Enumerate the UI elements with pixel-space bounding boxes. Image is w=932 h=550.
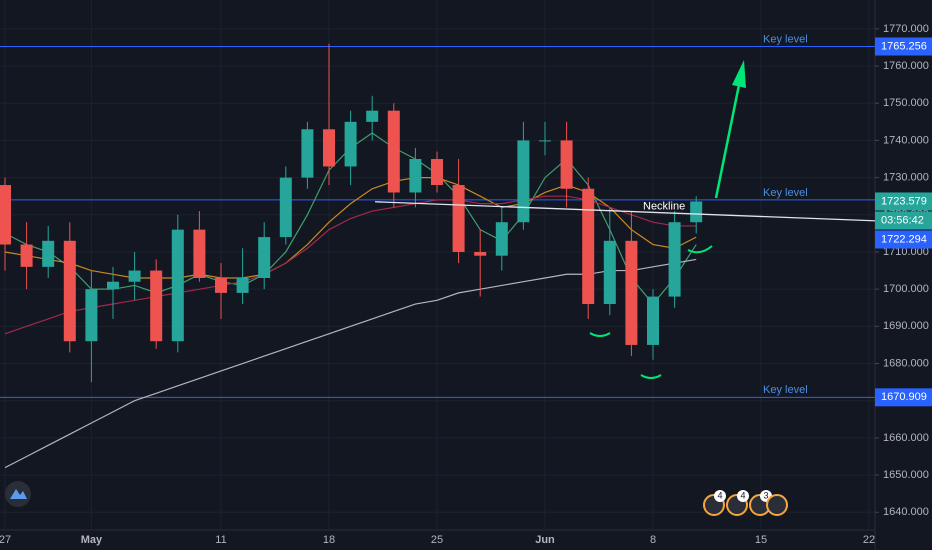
candle-body	[474, 251, 487, 256]
key-level-label: Key level	[763, 33, 808, 45]
candle-body	[85, 289, 98, 342]
y-tick-label: 1730.000	[883, 172, 929, 184]
y-tick-label: 1690.000	[883, 320, 929, 332]
candle-body	[301, 129, 314, 178]
x-tick-label: 15	[755, 534, 767, 546]
price-label-box	[875, 230, 932, 249]
candle-body	[495, 222, 508, 256]
price-label-box	[875, 192, 932, 211]
countdown-label-box	[875, 211, 932, 230]
x-tick-label: Jun	[535, 534, 555, 546]
y-tick-label: 1760.000	[883, 60, 929, 72]
y-tick-label: 1740.000	[883, 134, 929, 146]
logo	[5, 481, 31, 507]
moving-average	[4, 195, 697, 335]
candle-body	[128, 270, 141, 282]
candle-body	[366, 110, 379, 122]
candle-body	[193, 229, 206, 278]
head-curve	[640, 374, 662, 379]
y-tick-label: 1710.000	[883, 246, 929, 258]
price-label-box	[875, 388, 932, 407]
arrow-shaft	[714, 79, 742, 199]
candle-body	[647, 296, 659, 345]
y-tick-label: 1770.000	[883, 23, 929, 35]
candle-body	[603, 240, 616, 305]
key-level-label: Key level	[763, 187, 808, 199]
candle-body	[582, 188, 595, 305]
candle-body	[668, 222, 681, 297]
x-tick-label: 11	[215, 534, 226, 546]
candle-body	[0, 185, 11, 245]
candle-body	[539, 140, 551, 142]
event-count: 4	[740, 490, 745, 500]
price-label: 1723.579	[881, 195, 927, 207]
candle-body	[171, 229, 184, 342]
shoulder-curve	[589, 332, 611, 337]
price-label: 1722.294	[881, 233, 927, 245]
neckline-label: Neckline	[643, 201, 685, 213]
event-badge	[766, 494, 788, 516]
candle-body	[690, 201, 703, 223]
key-level-label: Key level	[763, 384, 808, 396]
candle-body	[42, 240, 55, 267]
x-tick-label: 8	[650, 534, 656, 546]
candle-body	[107, 281, 119, 290]
event-count: 3	[763, 490, 768, 500]
candle-body	[236, 278, 249, 293]
candle-body	[409, 159, 422, 193]
candle-body	[344, 121, 357, 167]
candle-body	[517, 140, 530, 223]
price-label-box	[875, 37, 932, 56]
y-tick-label: 1680.000	[883, 357, 929, 369]
y-tick-label: 1700.000	[883, 283, 929, 295]
candle-body	[150, 270, 163, 342]
x-tick-label: 25	[431, 534, 443, 546]
y-tick-label: 1750.000	[883, 97, 929, 109]
event-count-circle	[737, 490, 749, 502]
event-count: 4	[717, 490, 722, 500]
y-tick-label: 1640.000	[883, 506, 929, 518]
plot: Key level Key level Key level Neckline	[0, 33, 932, 469]
x-tick-label: 18	[323, 534, 335, 546]
candle-body	[258, 237, 271, 278]
y-tick-label: 1660.000	[883, 432, 929, 444]
event-count-circle	[714, 490, 726, 502]
candle-body	[452, 185, 465, 252]
moving-average	[4, 177, 697, 279]
neckline	[374, 201, 932, 224]
price-label: 1765.256	[881, 40, 927, 52]
candle-body	[560, 140, 573, 189]
arrow-head	[732, 60, 746, 88]
candle-body	[323, 129, 335, 167]
logo-mark	[10, 489, 27, 499]
candle-body	[279, 177, 292, 238]
candle-body	[215, 278, 227, 293]
y-tick-label: 1650.000	[883, 469, 929, 481]
price-label: 1670.909	[881, 391, 927, 403]
moving-average	[4, 258, 697, 469]
candle-body	[63, 240, 76, 342]
x-tick-label: 27	[0, 534, 11, 546]
x-tick-label: 22	[863, 534, 875, 546]
candle-body	[20, 244, 33, 267]
candle-body	[431, 159, 443, 186]
candle-body	[387, 110, 400, 193]
x-tick-label: May	[81, 534, 103, 546]
countdown-label: 03:56:42	[881, 214, 924, 226]
shoulder-curve	[687, 245, 713, 254]
candle-body	[625, 240, 638, 345]
